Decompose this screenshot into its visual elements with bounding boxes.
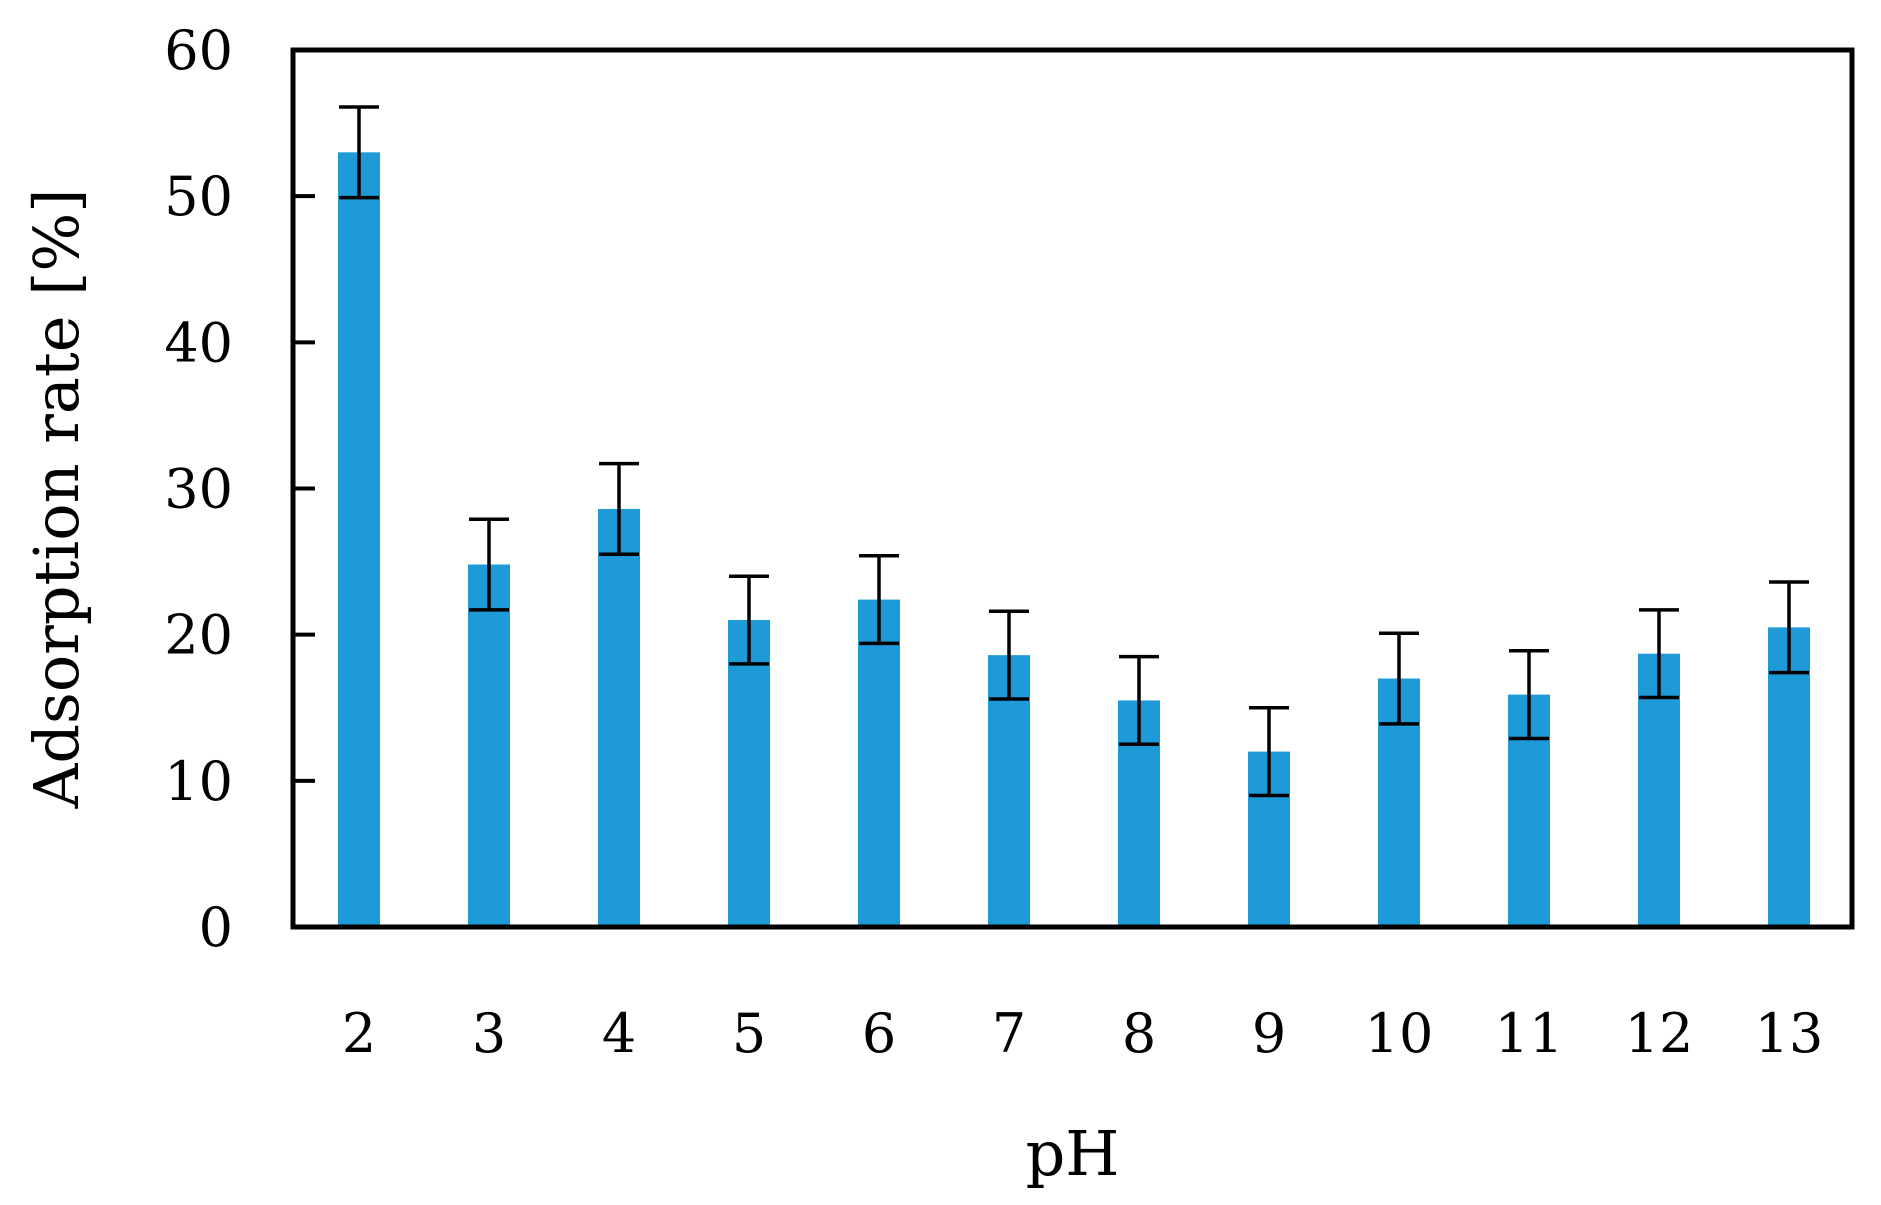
error-bars-group [339,105,1809,798]
error-bar-8 [1119,654,1159,747]
bar-2 [338,152,380,928]
error-bar-9 [1249,706,1289,798]
bar-5 [728,620,770,927]
error-bar-3 [469,517,509,612]
error-bar-7 [989,609,1029,701]
x-tick-label: 7 [992,1002,1026,1065]
x-tick-label: 11 [1495,1002,1564,1065]
y-tick-label: 20 [164,604,233,667]
y-tick-label: 50 [164,165,233,228]
y-tick-label: 30 [164,458,233,521]
error-bar-5 [729,574,769,666]
error-bar-13 [1769,580,1809,675]
error-bar-11 [1509,648,1549,741]
bar-6 [858,599,900,927]
x-tick-label: 13 [1755,1002,1824,1065]
x-tick-label: 8 [1122,1002,1156,1065]
y-tick-label: 60 [164,19,233,82]
x-tick-label: 3 [472,1002,506,1065]
y-tick-label: 40 [164,311,233,374]
x-tick-label: 4 [602,1002,636,1065]
error-bar-6 [859,553,899,646]
x-tick-label: 2 [342,1002,376,1065]
plot-frame [290,47,1855,930]
x-tick-label: 12 [1625,1002,1694,1065]
error-bar-2 [339,105,379,200]
x-tick-label: 5 [732,1002,766,1065]
x-tick-label: 9 [1252,1002,1286,1065]
bars-group [338,152,1810,928]
x-axis: 2 3 4 5 6 7 8 9 10 11 12 13 [342,1002,1824,1065]
error-bar-12 [1639,608,1679,700]
bar-4 [598,508,640,927]
y-tick-label: 0 [199,896,233,959]
y-axis-label: Adsorption rate [%] [20,189,93,810]
y-axis: 0 10 20 30 40 50 60 [164,19,315,959]
error-bar-10 [1379,631,1419,726]
error-bar-4 [599,461,639,557]
y-tick-label: 10 [164,750,233,813]
x-tick-label: 10 [1365,1002,1434,1065]
x-tick-label: 6 [862,1002,896,1065]
bar-3 [468,564,510,927]
bar-13 [1768,627,1810,927]
x-axis-label: pH [1026,1117,1120,1190]
